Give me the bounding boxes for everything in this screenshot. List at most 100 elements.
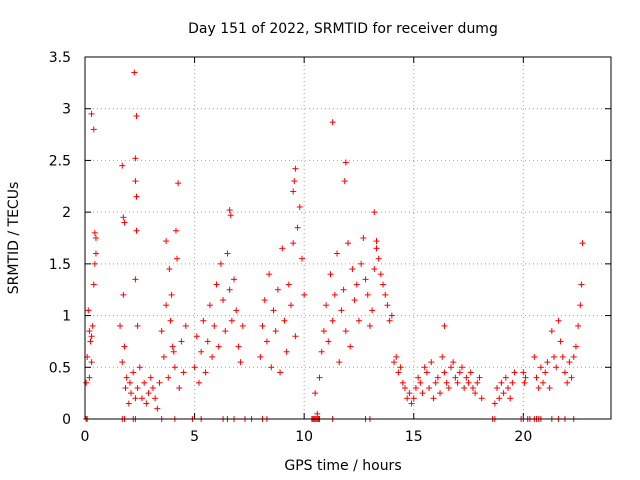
data-point <box>522 374 529 381</box>
data-point <box>384 302 391 309</box>
data-point <box>136 364 143 371</box>
data-point <box>88 110 95 117</box>
data-point <box>143 400 150 407</box>
data-point <box>168 291 175 298</box>
data-point <box>382 291 389 298</box>
data-point <box>401 384 408 391</box>
data-point <box>320 328 327 335</box>
data-point <box>301 291 308 298</box>
data-point <box>88 333 95 340</box>
y-tick-label: 2 <box>62 205 71 221</box>
data-point <box>351 297 358 304</box>
data-point <box>415 374 422 381</box>
data-point <box>423 369 430 376</box>
data-point <box>291 178 298 185</box>
data-point <box>535 384 542 391</box>
data-point <box>553 364 560 371</box>
data-point <box>227 212 234 219</box>
data-point <box>122 384 129 391</box>
data-point <box>224 250 231 257</box>
data-point <box>456 369 463 376</box>
data-point <box>285 281 292 288</box>
axis-ticks: 0 0.5 1 1.5 2 2.5 3 3.5 0 5 10 15 20 <box>49 50 611 445</box>
data-point <box>222 328 229 335</box>
data-point <box>138 395 145 402</box>
data-point <box>123 374 130 381</box>
data-point <box>121 343 128 350</box>
data-point <box>92 250 99 257</box>
data-point <box>537 364 544 371</box>
data-point <box>355 317 362 324</box>
data-point <box>472 390 479 397</box>
data-point <box>369 307 376 314</box>
data-point <box>559 353 566 360</box>
data-point <box>120 291 127 298</box>
y-tick-label: 1.5 <box>49 257 71 273</box>
data-point <box>171 364 178 371</box>
data-point <box>504 384 511 391</box>
data-point <box>176 384 183 391</box>
data-point <box>461 384 468 391</box>
data-point <box>261 297 268 304</box>
grid-lines <box>85 57 611 419</box>
data-point <box>92 235 99 241</box>
data-point <box>417 379 424 386</box>
x-tick-label: 5 <box>190 429 199 445</box>
data-point <box>85 307 92 314</box>
data-point <box>160 353 167 360</box>
data-point <box>125 400 132 407</box>
data-point <box>133 112 140 119</box>
data-point <box>327 271 334 278</box>
data-point <box>172 227 179 234</box>
y-tick-label: 1 <box>62 309 71 325</box>
data-point <box>121 219 128 226</box>
data-point <box>169 343 176 350</box>
data-point <box>126 379 133 386</box>
data-point <box>149 384 156 391</box>
data-point <box>388 312 395 319</box>
data-point <box>87 338 94 345</box>
data-point <box>209 353 216 360</box>
data-point <box>86 374 93 381</box>
data-point <box>292 333 299 340</box>
data-point <box>373 245 380 252</box>
data-point <box>338 307 345 314</box>
data-point <box>434 374 441 381</box>
data-point <box>566 359 573 366</box>
data-point <box>131 69 138 76</box>
data-point <box>290 188 297 195</box>
data-point <box>458 364 465 371</box>
data-point <box>428 359 435 366</box>
data-point <box>217 260 224 267</box>
data-point <box>170 348 177 355</box>
data-point <box>426 384 433 391</box>
data-point <box>531 353 538 360</box>
data-point <box>521 379 528 386</box>
data-point <box>345 240 351 247</box>
data-point <box>191 364 198 371</box>
x-tick-label: 10 <box>295 429 313 445</box>
data-point <box>266 271 273 278</box>
data-point <box>90 281 97 288</box>
data-point <box>408 400 415 407</box>
data-point <box>163 302 170 309</box>
data-point <box>342 328 349 335</box>
data-point <box>128 390 135 397</box>
data-point <box>233 307 240 314</box>
data-point <box>316 374 323 381</box>
data-point <box>548 328 555 335</box>
data-point <box>509 379 516 386</box>
data-point <box>132 276 139 283</box>
data-point <box>540 379 547 386</box>
data-point <box>133 227 140 234</box>
data-point <box>117 322 124 329</box>
data-point <box>329 119 336 126</box>
data-point <box>89 322 96 329</box>
data-point <box>476 374 483 381</box>
data-point <box>294 224 301 231</box>
data-point <box>298 255 305 262</box>
data-point <box>166 266 173 273</box>
data-point <box>206 302 213 309</box>
data-point <box>329 317 336 324</box>
data-point <box>341 178 348 185</box>
